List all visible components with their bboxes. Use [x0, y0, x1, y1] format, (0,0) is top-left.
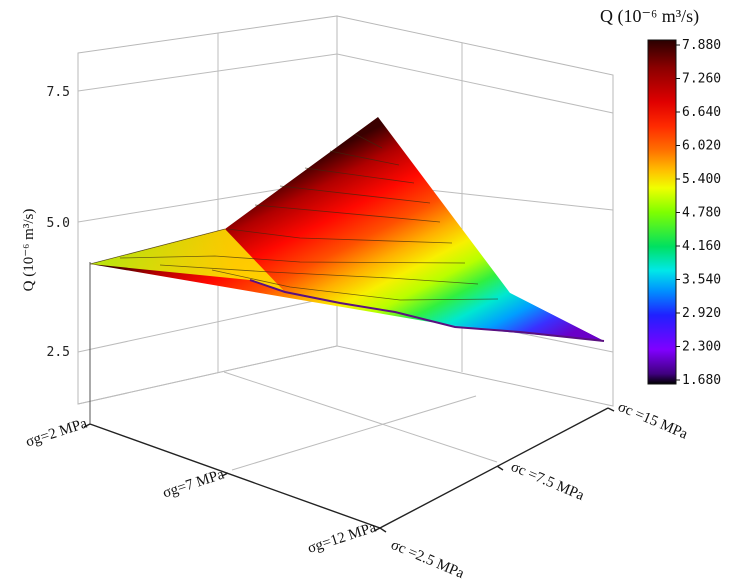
colorbar-tick-label: 3.540: [682, 273, 721, 288]
x-category-label: σg=2 MPa: [24, 415, 90, 450]
colorbar-tick-label: 4.780: [682, 206, 721, 221]
colorbar: Q (10⁻⁶ m³/s) 7.880 7.260 6.640 6.020 5.400 4…: [600, 6, 721, 388]
z-tick-label: 5.0: [47, 216, 70, 231]
y-category-label: σc =15 MPa: [615, 399, 690, 443]
colorbar-ticks: 7.880 7.260 6.640 6.020 5.400 4.780 4.160 3.540…: [676, 38, 721, 388]
colorbar-tick-label: 2.300: [682, 340, 721, 355]
colorbar-tick-label: 7.880: [682, 38, 721, 53]
axes: [83, 262, 615, 533]
x-category-label: σg=7 MPa: [161, 466, 227, 501]
surface-bottom-edge: [249, 279, 605, 342]
colorbar-tick-label: 1.680: [682, 373, 721, 388]
colorbar-tick-label: 6.640: [682, 105, 721, 120]
z-tick-label: 2.5: [47, 345, 70, 360]
z-tick-label: 7.5: [47, 85, 70, 100]
grid-lines: [77, 33, 614, 471]
y-category-label: σc =7.5 MPa: [508, 459, 586, 504]
surface-low-left: [90, 229, 285, 292]
x-category-label: σg=12 MPa: [306, 519, 379, 556]
z-ticks: 7.5 5.0 2.5: [47, 85, 70, 360]
colorbar-tick-label: 5.400: [682, 172, 721, 187]
surface-contours: [89, 133, 499, 301]
z-axis-label: Q (10⁻⁶ m³/s): [21, 209, 37, 292]
colorbar-title: Q (10⁻⁶ m³/s): [600, 6, 699, 27]
colorbar-gradient: [647, 39, 677, 385]
colorbar-tick-label: 2.920: [682, 306, 721, 321]
x-axis-labels: σg=2 MPa σg=7 MPa σg=12 MPa: [24, 415, 379, 556]
colorbar-tick-label: 6.020: [682, 139, 721, 154]
y-category-label: σc =2.5 MPa: [388, 537, 466, 582]
y-axis-labels: σc =2.5 MPa σc =7.5 MPa σc =15 MPa: [388, 399, 690, 582]
colorbar-tick-label: 7.260: [682, 72, 721, 87]
surface: [89, 117, 605, 342]
colorbar-tick-label: 4.160: [682, 239, 721, 254]
